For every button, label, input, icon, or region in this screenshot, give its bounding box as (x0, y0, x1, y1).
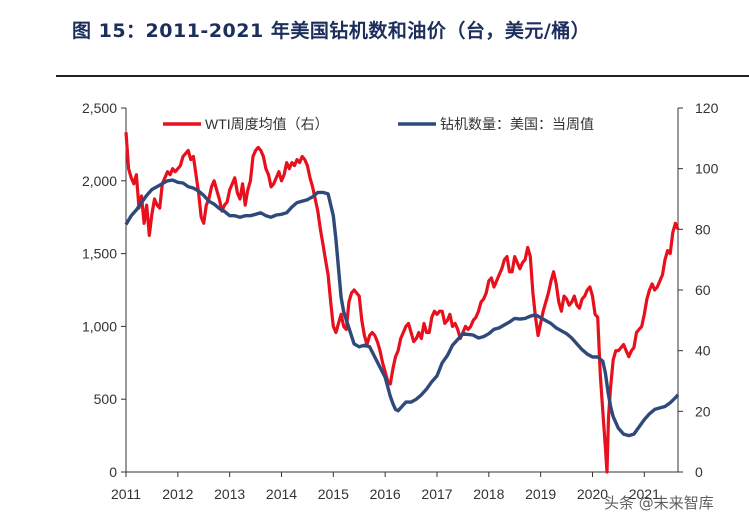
x-tick-label: 2012 (162, 486, 193, 502)
left-y-tick-label: 2,000 (82, 173, 117, 189)
wti-price-line (124, 132, 680, 474)
chart-legend: WTI周度均值（右） 钻机数量：美国：当周值 (163, 116, 594, 132)
x-tick-label: 2015 (318, 486, 349, 502)
right-y-tick-label: 120 (695, 100, 719, 116)
chart-series (124, 132, 680, 474)
right-y-tick-label: 20 (695, 403, 711, 419)
left-y-tick-label: 1,500 (82, 246, 117, 262)
x-tick-label: 2018 (473, 486, 504, 502)
left-y-tick-label: 1,000 (82, 318, 117, 334)
x-tick-label: 2016 (370, 486, 401, 502)
left-y-tick-label: 0 (109, 464, 117, 480)
left-y-tick-label: 2,500 (82, 100, 117, 116)
right-y-tick-label: 0 (695, 464, 703, 480)
chart-ticks: 2011 2012 2013 2014 2015 2016 2017 2018 2019 2020… (82, 100, 719, 502)
right-y-tick-label: 40 (695, 343, 711, 359)
x-tick-label: 2021 (629, 486, 660, 502)
legend-label: WTI周度均值（右） (205, 116, 329, 132)
x-tick-label: 2019 (525, 486, 556, 502)
rig-count-line (124, 178, 680, 438)
chart-title: 图 15：2011-2021 年美国钻机数和油价（台，美元/桶） (72, 20, 591, 42)
left-y-tick-label: 500 (94, 391, 118, 407)
x-tick-label: 2014 (266, 486, 297, 502)
chart-axes (125, 108, 679, 473)
x-tick-label: 2013 (214, 486, 245, 502)
legend-label: 钻机数量：美国：当周值 (440, 116, 594, 132)
right-y-tick-label: 100 (695, 161, 719, 177)
title-divider (56, 75, 749, 77)
x-tick-label: 2011 (111, 486, 141, 502)
right-y-tick-label: 60 (695, 282, 711, 298)
x-tick-label: 2020 (577, 486, 608, 502)
x-tick-label: 2017 (421, 486, 452, 502)
watermark: 头条 @未来智库 (604, 494, 714, 512)
right-y-tick-label: 80 (695, 221, 711, 237)
